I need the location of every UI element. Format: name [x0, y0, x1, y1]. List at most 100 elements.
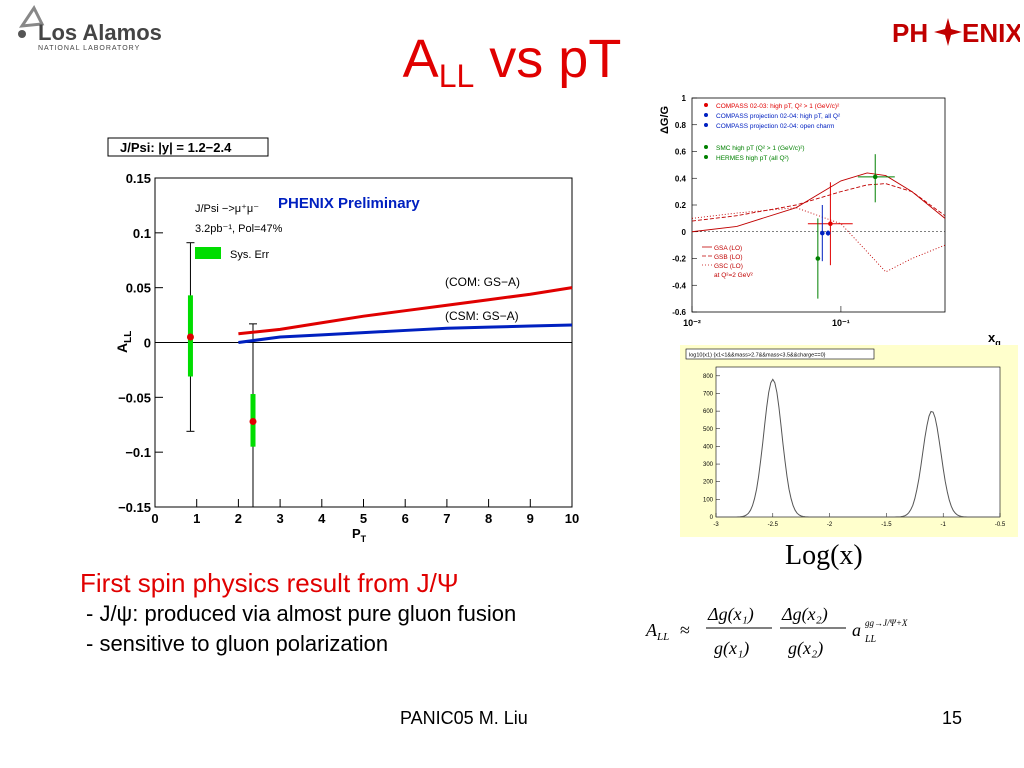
dg-over-g-chart: 1 0.8 0.6 0.4 0.2 0 -0.2 -0.4 -0.610⁻² 10⁻¹ COMPA…: [659, 94, 1001, 348]
lanl-subtitle: NATIONAL LABORATORY: [38, 45, 140, 52]
main-chart-axes: 0 1 2 3 4 5 6 7 8 9 10 0.15 0.1 0.05 0 −0.05 −0.1 −0.15: [118, 171, 579, 526]
histogram-title-box: [685, 348, 875, 360]
dg-data-point: [815, 256, 821, 261]
dg-data-point: [828, 221, 833, 227]
chart-label: J/Psi: |y| = 1.2−2.4: [120, 140, 232, 155]
dg-y-axis-label: ΔG/G: [659, 106, 671, 134]
hist-x-tick-label: -2: [827, 522, 833, 528]
y-axis-label: ALL: [114, 331, 134, 353]
dg-legend-marker: [704, 113, 708, 117]
slide-title: ALL vs pT: [0, 28, 1024, 95]
main-chart-data: [186, 242, 573, 508]
hist-y-tick-label: 500: [703, 427, 714, 433]
los-alamos-logo: Los Alamos NATIONAL LABORATORY: [18, 5, 162, 52]
gs-legend-item: GSB (LO): [714, 254, 743, 261]
all-formula: ALL ≈ Δg(x₁) g(x₁) Δg(x₂) g(x₂) a gg→J/Ψ…: [645, 604, 908, 659]
gs-curve: [691, 183, 946, 222]
dg-y-tick-label: -0.2: [672, 255, 686, 264]
x-tick-label: 4: [318, 511, 326, 526]
footer-source: PANIC05 M. Liu: [400, 708, 528, 728]
gs-legend-item: GSC (LO): [714, 263, 743, 270]
dg-chart-axes: 1 0.8 0.6 0.4 0.2 0 -0.2 -0.4 -0.610⁻² 10⁻¹: [672, 94, 946, 328]
hist-y-tick-label: 300: [703, 462, 714, 468]
x-tick-label: 7: [443, 511, 450, 526]
log-x-histogram: log10(x1) {x1<1&&mass>2.7&&mass<3.5&&cha…: [680, 345, 1018, 537]
dg-legend-item: COMPASS projection 02-04: open charm: [716, 123, 834, 130]
data-point: [249, 417, 257, 425]
formula-num1: Δg(x₁): [707, 604, 754, 625]
dg-chart-points: [807, 154, 895, 299]
y-tick-label: 0.15: [126, 171, 151, 186]
com-curve-label: (COM: GS−A): [445, 275, 520, 289]
los-alamos-emblem-icon: [18, 5, 45, 38]
hist-y-tick-label: 0: [710, 515, 714, 521]
hist-x-tick-label: -1: [941, 522, 947, 528]
gs-legend-item: at Q²=2 GeV²: [714, 272, 754, 279]
formula-approx: ≈: [680, 620, 690, 640]
x-tick-label: 9: [527, 511, 534, 526]
dg-y-tick-label: -0.4: [672, 281, 686, 290]
dg-chart-curves: [691, 172, 946, 273]
dg-x-tick-label: 10⁻²: [683, 318, 701, 328]
chart-label-box: [107, 137, 269, 157]
gs-legend-item: GSA (LO): [714, 245, 742, 252]
phenix-logo: PH ENIX: [892, 18, 1020, 48]
hist-y-tick-label: 400: [703, 444, 714, 450]
legend-lumi: 3.2pb⁻¹, Pol=47%: [195, 223, 283, 235]
hist-x-tick-label: -3: [713, 522, 719, 528]
bullet-item-2: - sensitive to gluon polarization: [86, 631, 389, 656]
all-vs-pt-chart: J/Psi: |y| = 1.2−2.4 0 1 2 3 4 5 6 7 8 9 10 0.15 0.1…: [107, 137, 579, 544]
phenix-star-icon: [934, 18, 962, 46]
histogram-line: [716, 378, 1000, 518]
y-tick-label: −0.1: [125, 445, 151, 460]
data-point: [186, 333, 194, 341]
bullet-block: First spin physics result from J/Ψ - J/ψ…: [80, 568, 516, 659]
hist-x-tick-label: -1.5: [881, 522, 892, 528]
dg-data-point: [820, 230, 825, 236]
dg-y-tick-label: 1: [682, 94, 687, 103]
dg-data-point: [825, 230, 831, 236]
syserr-label: Sys. Err: [230, 249, 269, 261]
x-tick-label: 1: [193, 511, 200, 526]
syserr-swatch: [195, 247, 221, 259]
x-tick-label: 0: [151, 511, 158, 526]
y-tick-label: 0.05: [126, 281, 151, 296]
dg-chart-legend: COMPASS 02-03: high pT, Q² > 1 (GeV/c)² C…: [704, 103, 841, 162]
lanl-name: Los Alamos: [38, 20, 162, 45]
x-tick-label: 8: [485, 511, 492, 526]
gs-curve: [691, 172, 946, 233]
y-tick-label: −0.15: [118, 500, 151, 515]
dg-y-tick-label: 0.6: [675, 148, 687, 157]
hist-y-tick-label: 700: [703, 391, 714, 397]
dg-y-tick-label: 0.2: [675, 201, 687, 210]
hist-x-tick-label: -2.5: [768, 522, 779, 528]
dg-x-tick-label: 10⁻¹: [832, 318, 850, 328]
dg-y-tick-label: 0.4: [675, 174, 687, 183]
y-tick-label: −0.05: [118, 390, 151, 405]
phenix-logo-left: PH: [892, 18, 928, 48]
histogram-title: log10(x1) {x1<1&&mass>2.7&&mass<3.5&&cha…: [689, 353, 826, 359]
dg-legend-marker: [704, 145, 708, 149]
hist-y-tick-label: 600: [703, 409, 714, 415]
preliminary-label: PHENIX Preliminary: [278, 195, 420, 212]
com-curve: [238, 286, 573, 336]
x-tick-label: 10: [565, 511, 579, 526]
x-tick-label: 5: [360, 511, 367, 526]
dg-legend-marker: [704, 103, 708, 107]
hist-y-tick-label: 100: [703, 497, 714, 503]
y-tick-label: 0.1: [133, 226, 151, 241]
formula-den1: g(x₁): [714, 638, 749, 659]
bullet-item-1: - J/ψ: produced via almost pure gluon fu…: [86, 601, 517, 626]
x-axis-label: PT: [352, 526, 367, 544]
hist-y-tick-label: 800: [703, 374, 714, 380]
formula-lhs: ALL: [645, 620, 669, 643]
dg-x-axis-label: xg: [988, 330, 1001, 348]
histogram-axes: 0 100 200 300 400 500 600 700 800 -3 -2.5 -2 -1.5 -1 -…: [703, 366, 1006, 528]
dg-legend-item: COMPASS 02-03: high pT, Q² > 1 (GeV/c)²: [716, 103, 840, 110]
x-tick-label: 2: [235, 511, 242, 526]
gs-curve: [691, 207, 946, 273]
y-tick-label: 0: [144, 336, 151, 351]
dg-legend-item: COMPASS projection 02-04: high pT, all Q…: [716, 113, 841, 120]
bullet-heading: First spin physics result from J/Ψ: [80, 568, 459, 598]
formula-num2: Δg(x₂): [781, 604, 828, 625]
